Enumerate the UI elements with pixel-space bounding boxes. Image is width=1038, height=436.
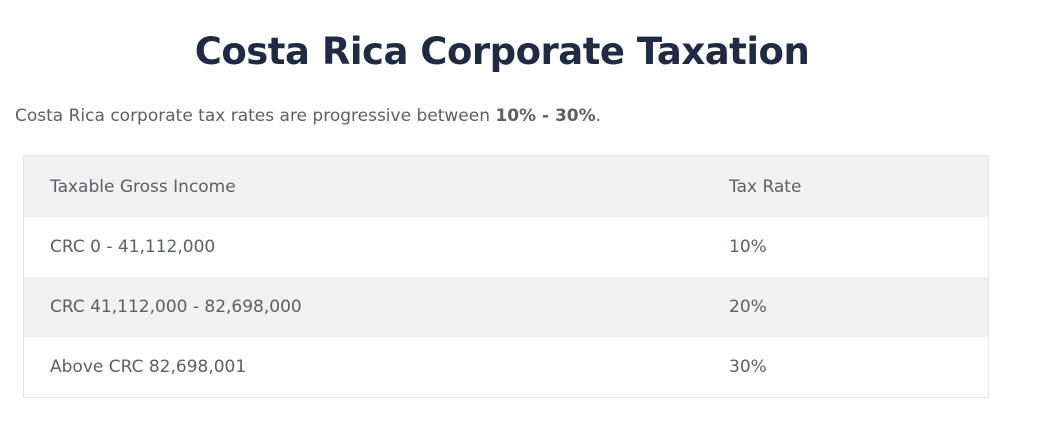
page-title: Costa Rica Corporate Taxation: [194, 30, 810, 73]
table-row: CRC 41,112,000 - 82,698,000 20%: [23, 277, 989, 337]
income-bracket-cell: CRC 0 - 41,112,000: [50, 237, 216, 257]
table-header-row: Taxable Gross Income Tax Rate: [23, 155, 989, 217]
header-tax-rate: Tax Rate: [729, 176, 802, 197]
tax-rate-cell: 10%: [729, 237, 767, 257]
income-bracket-cell: CRC 41,112,000 - 82,698,000: [50, 297, 302, 317]
tax-rate-cell: 20%: [729, 297, 767, 317]
intro-text: Costa Rica corporate tax rates are progr…: [15, 106, 496, 126]
tax-rate-cell: 30%: [729, 357, 767, 377]
table-row: Above CRC 82,698,001 30%: [23, 337, 989, 398]
income-bracket-cell: Above CRC 82,698,001: [50, 357, 247, 377]
intro-paragraph: Costa Rica corporate tax rates are progr…: [15, 104, 601, 128]
intro-period: .: [595, 106, 602, 126]
header-taxable-gross-income: Taxable Gross Income: [50, 176, 236, 197]
intro-rate-range: 10% - 30%: [495, 106, 596, 126]
table-row: CRC 0 - 41,112,000 10%: [23, 217, 989, 277]
tax-rate-table: Taxable Gross Income Tax Rate CRC 0 - 41…: [23, 155, 989, 398]
